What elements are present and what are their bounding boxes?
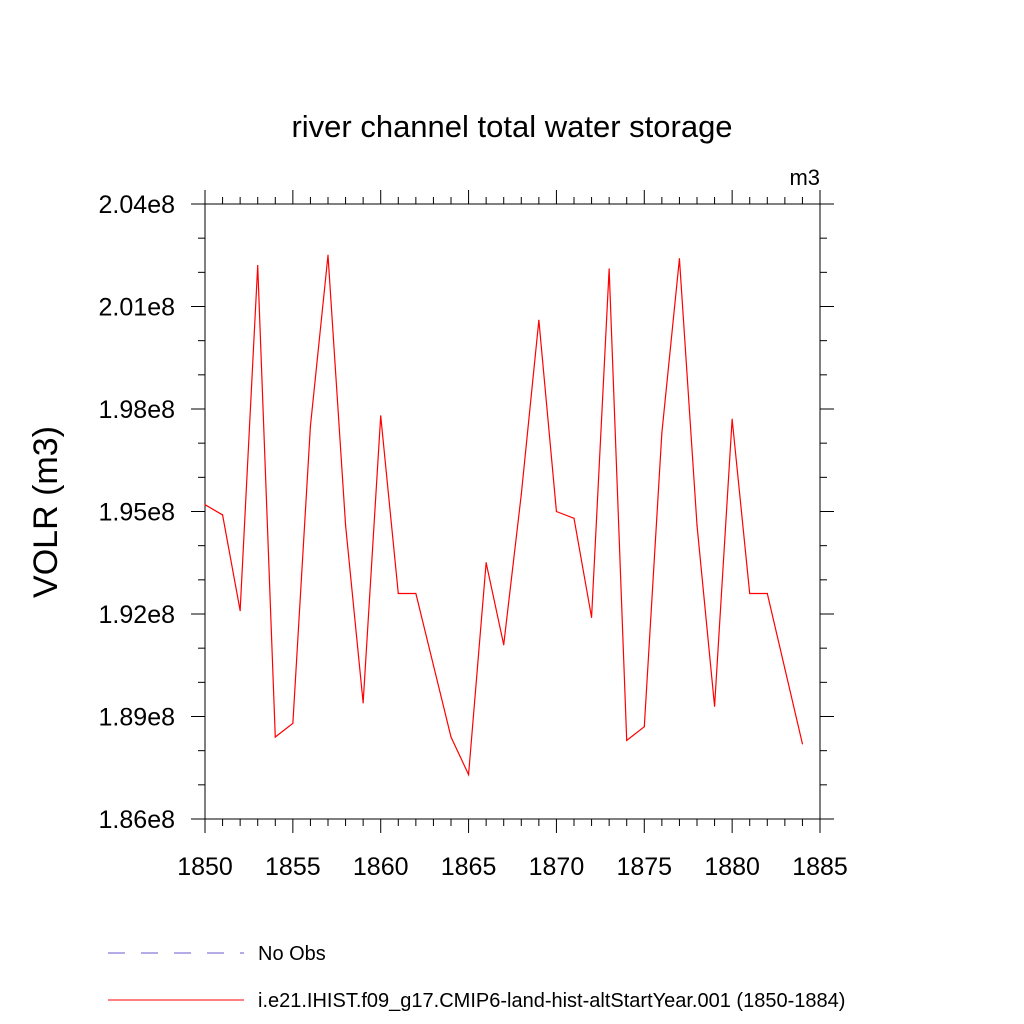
x-tick-label: 1870 — [529, 853, 585, 881]
data-point — [432, 664, 435, 666]
data-point — [626, 739, 628, 742]
legend: No Obs i.e21.IHIST.f09_g17.CMIP6-land-his… — [108, 943, 845, 1012]
y-axis-label: VOLR (m3) — [27, 426, 65, 598]
y-tick-label: 1.92e8 — [99, 601, 175, 629]
y-tick-label: 2.01e8 — [99, 294, 175, 322]
legend-label: No Obs — [258, 943, 326, 965]
data-point — [555, 510, 558, 513]
data-point — [327, 254, 329, 256]
axes: 1850 1855 1860 1865 1870 1875 1880 1885 1.86e8 1.… — [99, 190, 848, 881]
data-point — [538, 319, 540, 321]
x-tick-label: 1860 — [353, 853, 409, 881]
series-line — [204, 255, 804, 777]
data-point — [520, 493, 522, 496]
data-point — [784, 668, 786, 670]
data-point — [257, 264, 259, 267]
data-point — [731, 418, 733, 420]
data-point — [661, 432, 663, 434]
data-point — [678, 258, 681, 260]
data-point — [608, 268, 610, 270]
data-point — [344, 524, 347, 526]
data-point — [415, 592, 417, 595]
chart-title: river channel total water storage — [291, 109, 732, 144]
data-point — [274, 736, 276, 738]
data-point — [362, 702, 364, 704]
data-point — [292, 722, 294, 724]
y-tick-label: 1.98e8 — [99, 396, 175, 424]
y-tick-label: 1.89e8 — [99, 704, 175, 732]
series-lines — [204, 254, 804, 777]
data-point — [485, 562, 487, 564]
data-point — [397, 592, 399, 595]
x-tick-label: 1855 — [265, 853, 321, 881]
data-point — [204, 504, 206, 506]
x-tick-label: 1875 — [616, 853, 672, 881]
x-tick-label: 1880 — [704, 853, 760, 881]
x-tick-label: 1850 — [177, 853, 233, 881]
data-point — [450, 736, 452, 738]
legend-label: i.e21.IHIST.f09_g17.CMIP6-land-hist-altS… — [258, 990, 845, 1012]
x-tick-label: 1885 — [792, 853, 848, 881]
plot-frame — [204, 203, 821, 820]
data-point — [503, 644, 505, 646]
data-point — [766, 592, 768, 595]
data-point — [643, 726, 645, 728]
units-label: m3 — [789, 165, 820, 190]
data-point — [309, 425, 312, 427]
data-point — [573, 517, 575, 519]
data-point — [239, 609, 241, 612]
y-tick-label: 1.86e8 — [99, 806, 175, 834]
y-tick-label: 1.95e8 — [99, 499, 175, 527]
data-point — [696, 524, 698, 526]
data-point — [749, 592, 751, 595]
y-tick-label: 2.04e8 — [99, 191, 175, 219]
x-tick-label: 1865 — [441, 853, 497, 881]
data-point — [590, 616, 593, 619]
data-point — [713, 705, 716, 707]
data-point — [467, 773, 470, 776]
data-point — [380, 415, 382, 417]
data-point — [801, 743, 804, 745]
data-point — [221, 514, 224, 516]
